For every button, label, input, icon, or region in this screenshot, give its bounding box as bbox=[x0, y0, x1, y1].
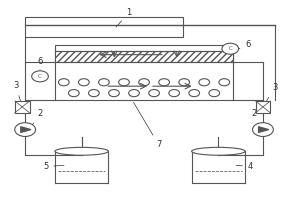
Text: 2: 2 bbox=[251, 109, 262, 134]
Circle shape bbox=[159, 79, 170, 86]
Text: 2: 2 bbox=[27, 109, 42, 134]
Ellipse shape bbox=[55, 147, 108, 155]
Circle shape bbox=[68, 90, 79, 97]
Polygon shape bbox=[259, 127, 269, 133]
Circle shape bbox=[32, 71, 48, 82]
Circle shape bbox=[149, 90, 159, 97]
Bar bbox=[55, 45, 233, 100]
Bar bbox=[15, 101, 30, 113]
Circle shape bbox=[179, 79, 190, 86]
Circle shape bbox=[219, 79, 230, 86]
Circle shape bbox=[222, 43, 238, 54]
Circle shape bbox=[139, 79, 149, 86]
Text: 6: 6 bbox=[37, 58, 42, 69]
Circle shape bbox=[189, 90, 200, 97]
Text: 3: 3 bbox=[13, 81, 21, 104]
Text: 5: 5 bbox=[43, 162, 64, 171]
Circle shape bbox=[118, 79, 129, 86]
Circle shape bbox=[169, 90, 179, 97]
Text: 6: 6 bbox=[233, 40, 250, 52]
Text: 7: 7 bbox=[134, 102, 161, 149]
Ellipse shape bbox=[192, 147, 245, 155]
Circle shape bbox=[253, 123, 273, 136]
Text: C: C bbox=[38, 74, 42, 79]
Text: C: C bbox=[228, 46, 232, 51]
Circle shape bbox=[129, 90, 140, 97]
Circle shape bbox=[88, 90, 99, 97]
Text: 4: 4 bbox=[236, 162, 253, 171]
Bar bbox=[55, 51, 233, 62]
Circle shape bbox=[109, 90, 119, 97]
Text: 3: 3 bbox=[264, 83, 277, 105]
Circle shape bbox=[199, 79, 210, 86]
Circle shape bbox=[79, 79, 89, 86]
Circle shape bbox=[99, 79, 109, 86]
Polygon shape bbox=[21, 127, 31, 133]
Bar bbox=[256, 101, 270, 113]
Circle shape bbox=[58, 79, 69, 86]
Circle shape bbox=[209, 90, 220, 97]
Circle shape bbox=[15, 123, 36, 136]
Text: 1: 1 bbox=[116, 8, 131, 27]
Bar bbox=[25, 17, 183, 37]
